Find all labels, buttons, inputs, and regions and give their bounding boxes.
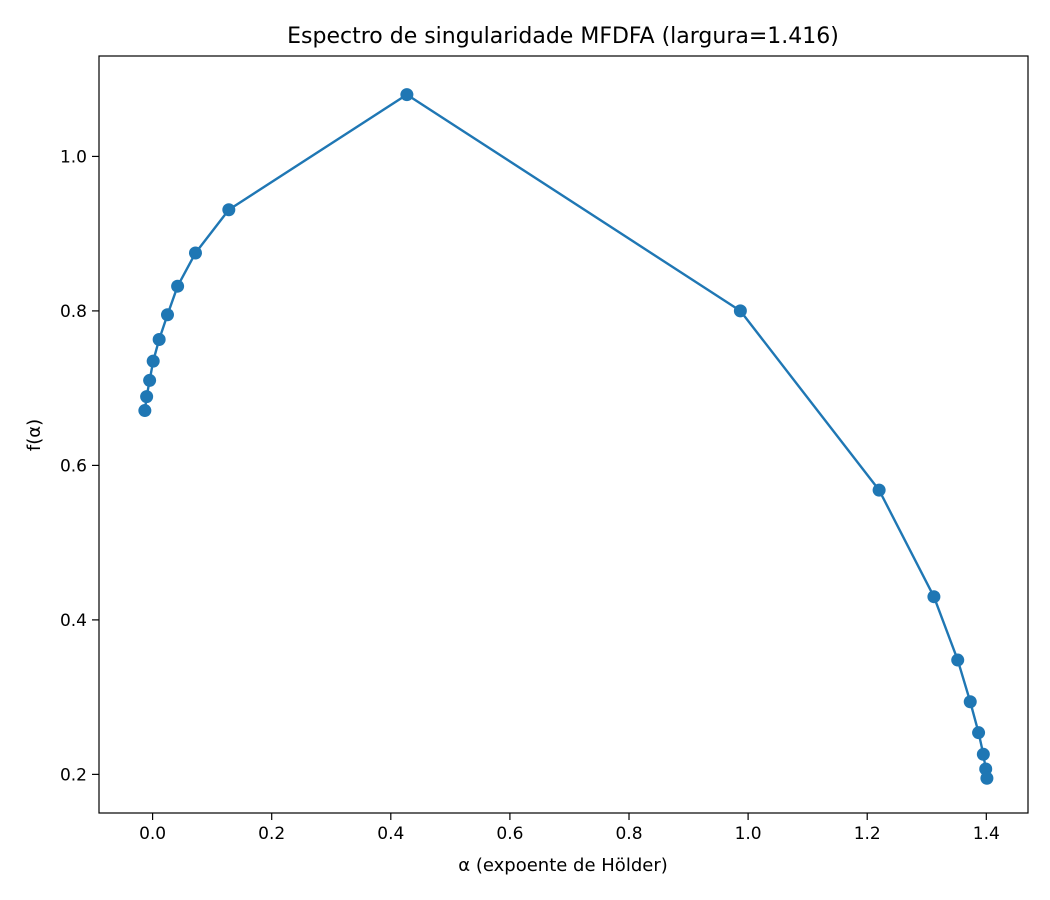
- y-axis-label: f(α): [24, 419, 45, 451]
- data-point: [976, 747, 990, 761]
- x-tick-label: 0.6: [496, 824, 523, 844]
- data-point: [400, 88, 414, 102]
- plot-area: [138, 88, 994, 785]
- x-tick-label: 0.0: [139, 824, 166, 844]
- chart-title: Espectro de singularidade MFDFA (largura…: [287, 24, 839, 49]
- data-point: [733, 304, 747, 318]
- data-point: [140, 390, 154, 404]
- axes-frame: [98, 55, 1029, 814]
- y-tick-label: 0.2: [60, 765, 87, 785]
- y-axis-ticks: 0.2 0.4 0.6 0.8 1.0: [60, 147, 99, 785]
- x-tick-label: 1.0: [735, 824, 762, 844]
- data-point: [143, 373, 157, 387]
- y-tick-label: 0.6: [60, 456, 87, 476]
- data-point: [951, 653, 965, 667]
- data-point: [160, 308, 174, 322]
- x-tick-label: 1.2: [854, 824, 881, 844]
- x-axis-label: α (expoente de Hölder): [458, 855, 668, 876]
- data-point: [927, 590, 941, 604]
- data-point: [222, 203, 236, 217]
- y-tick-label: 1.0: [60, 147, 87, 167]
- y-tick-label: 0.4: [60, 611, 87, 631]
- data-point: [188, 246, 202, 260]
- y-tick-label: 0.8: [60, 302, 87, 322]
- data-point: [972, 726, 986, 740]
- data-point: [980, 771, 994, 785]
- data-point: [152, 332, 166, 346]
- x-axis-ticks: 0.0 0.2 0.4 0.6 0.8 1.0 1.2 1.4: [139, 813, 1000, 844]
- x-tick-label: 0.2: [258, 824, 285, 844]
- data-point: [146, 354, 160, 368]
- x-tick-label: 0.4: [377, 824, 404, 844]
- x-tick-label: 1.4: [973, 824, 1000, 844]
- data-point: [138, 404, 152, 418]
- data-point: [171, 279, 185, 293]
- data-point: [963, 695, 977, 709]
- data-point: [872, 483, 886, 497]
- x-tick-label: 0.8: [615, 824, 642, 844]
